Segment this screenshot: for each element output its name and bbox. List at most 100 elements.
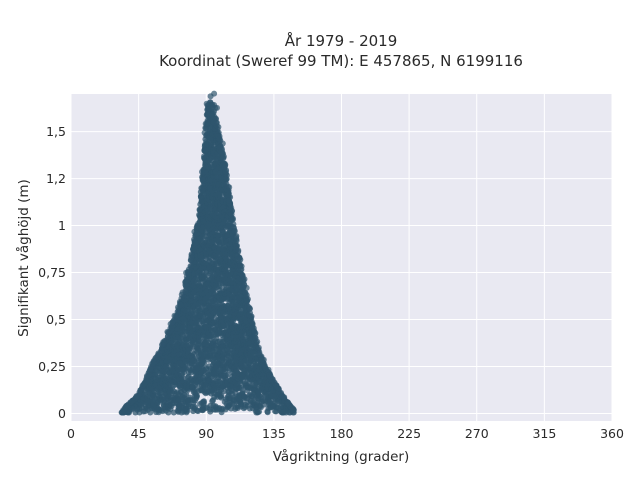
scatter-point	[191, 228, 198, 235]
scatter-point	[196, 206, 203, 213]
y-tick-label: 1	[58, 218, 66, 233]
scatter-point	[275, 385, 282, 392]
scatter-point	[187, 263, 194, 270]
y-tick-label: 1,5	[46, 124, 66, 139]
scatter-point	[201, 153, 207, 160]
scatter-point	[254, 338, 261, 345]
x-tick-label: 90	[198, 426, 214, 441]
scatter-point	[236, 254, 242, 261]
chart-title-line-2: Koordinat (Sweref 99 TM): E 457865, N 61…	[159, 52, 523, 70]
scatter-point	[216, 135, 223, 142]
y-axis-label: Signifikant våghöjd (m)	[15, 179, 32, 337]
x-tick-label: 225	[397, 426, 421, 441]
x-tick-label: 270	[465, 426, 489, 441]
scatter-point	[218, 394, 225, 401]
scatter-point	[233, 234, 240, 241]
scatter-point	[209, 111, 215, 118]
scatter-point	[237, 267, 244, 274]
x-tick-label: 0	[67, 426, 75, 441]
scatter-point	[198, 185, 205, 192]
scatter-point	[124, 402, 131, 409]
scatter-point	[191, 236, 197, 243]
scatter-point	[143, 373, 150, 379]
scatter-point	[222, 161, 229, 168]
scatter-point	[204, 111, 211, 118]
scatter-point	[179, 375, 186, 382]
scatter-point	[155, 352, 161, 358]
scatter-point	[259, 356, 266, 363]
scatter-point	[255, 344, 262, 351]
scatter-point	[169, 319, 176, 326]
scatter-point	[182, 288, 189, 295]
scatter-point	[246, 305, 253, 312]
scatter-point	[199, 176, 206, 183]
scatter-point	[190, 357, 197, 364]
x-tick-label: 360	[600, 426, 624, 441]
y-tick-label: 0,75	[38, 265, 66, 280]
scatter-point	[202, 120, 209, 127]
scatter-point	[188, 254, 195, 261]
scatter-point	[285, 400, 292, 407]
scatter-point	[215, 124, 222, 130]
x-tick-label: 135	[262, 426, 286, 441]
scatter-point	[202, 147, 209, 154]
scatter-point	[159, 341, 166, 348]
y-tick-label: 0,5	[46, 312, 66, 327]
scatter-point	[211, 90, 218, 97]
scatter-point	[248, 313, 255, 320]
scatter-point	[195, 220, 202, 227]
scatter-point	[212, 116, 219, 122]
scatter-point	[176, 301, 183, 308]
scatter-point	[183, 269, 190, 276]
scatter-point	[119, 409, 126, 416]
scatter-point	[265, 366, 272, 373]
scatter-point	[264, 409, 271, 416]
scatter-point	[243, 284, 250, 291]
x-axis-label: Vågriktning (grader)	[273, 448, 410, 465]
y-axis-ticks: 0 0,25 0,5 0,75 1 1,2 1,5	[38, 124, 66, 421]
scatter-point	[290, 406, 297, 413]
scatter-point	[230, 221, 237, 228]
scatter-point	[228, 211, 235, 218]
scatter-point	[226, 197, 232, 204]
scatter-point	[203, 100, 210, 107]
x-tick-label: 180	[330, 426, 354, 441]
scatter-point	[241, 276, 248, 283]
scatter-point	[237, 262, 244, 269]
scatter-point	[244, 297, 251, 304]
scatter-point	[201, 129, 208, 136]
x-tick-label: 315	[532, 426, 556, 441]
scatter-point	[229, 216, 236, 223]
scatter-point	[140, 381, 147, 387]
scatter-point	[129, 397, 136, 404]
scatter-point	[224, 371, 231, 378]
scatter-point	[133, 393, 140, 399]
chart-title-line-1: År 1979 - 2019	[285, 31, 398, 50]
y-tick-label: 0	[58, 406, 66, 421]
scatter-point	[251, 328, 258, 335]
scatter-point	[150, 360, 156, 367]
scatter-point	[256, 408, 262, 415]
scatter-point	[231, 228, 238, 235]
scatter-point	[200, 358, 207, 365]
scatter-point	[281, 394, 288, 401]
scatter-point	[249, 320, 256, 327]
scatter-point	[199, 168, 205, 175]
scatter-point	[147, 366, 154, 373]
scatter-point	[235, 247, 242, 254]
scatter-point	[211, 102, 218, 108]
scatter-points	[118, 90, 297, 416]
scatter-point	[226, 184, 233, 191]
scatter-point	[220, 153, 227, 160]
scatter-point	[222, 168, 229, 175]
scatter-point	[243, 292, 250, 299]
scatter-point	[171, 312, 178, 319]
x-axis-ticks: 0 45 90 135 180 225 270 315 360	[67, 426, 624, 441]
y-tick-label: 0,25	[38, 359, 66, 374]
scatter-point	[198, 199, 205, 205]
y-tick-label: 1,2	[46, 171, 66, 186]
scatter-point	[194, 393, 200, 400]
scatter-point	[191, 245, 198, 251]
scatter-point	[223, 176, 230, 182]
